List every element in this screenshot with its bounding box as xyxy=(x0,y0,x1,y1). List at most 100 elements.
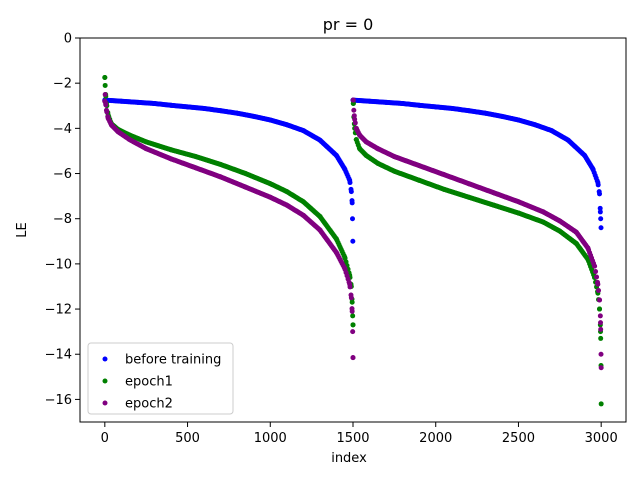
series-3 xyxy=(102,91,604,371)
data-point xyxy=(597,209,603,215)
data-point xyxy=(317,137,323,143)
data-point xyxy=(391,168,397,174)
x-tick-label: 2000 xyxy=(419,431,452,446)
data-point xyxy=(317,213,323,219)
data-point xyxy=(532,122,538,128)
data-point xyxy=(143,139,149,145)
data-point xyxy=(348,295,354,301)
data-point xyxy=(127,137,133,143)
data-point xyxy=(353,137,359,143)
data-point xyxy=(342,166,348,172)
y-tick-label: −16 xyxy=(45,393,72,408)
data-point xyxy=(102,91,108,97)
x-axis-label: index xyxy=(331,451,367,466)
data-point xyxy=(357,146,363,152)
x-tick-label: 1000 xyxy=(254,431,287,446)
data-point xyxy=(557,228,563,234)
data-point xyxy=(593,269,599,275)
data-point xyxy=(363,139,369,145)
data-point xyxy=(597,191,603,197)
data-point xyxy=(598,401,604,407)
data-point xyxy=(515,117,521,123)
data-point xyxy=(342,265,348,271)
data-point xyxy=(201,105,207,111)
data-point xyxy=(433,104,439,110)
data-point xyxy=(540,209,546,215)
data-point xyxy=(350,322,356,328)
data-point xyxy=(103,107,109,113)
data-point xyxy=(185,104,191,110)
data-point xyxy=(267,194,273,200)
y-tick-label: −4 xyxy=(53,122,72,137)
legend-box xyxy=(87,342,234,415)
data-point xyxy=(499,113,505,119)
data-point xyxy=(565,137,571,143)
data-point xyxy=(284,202,290,208)
data-point xyxy=(115,129,121,135)
data-point xyxy=(441,186,447,192)
data-point xyxy=(193,154,199,160)
data-point xyxy=(350,355,356,361)
data-point xyxy=(349,308,355,314)
x-tick-label: 0 xyxy=(101,431,109,446)
data-point xyxy=(363,152,369,158)
data-point xyxy=(557,218,563,224)
data-point xyxy=(102,82,108,88)
data-point xyxy=(350,216,355,222)
data-point xyxy=(491,190,497,196)
x-tick-label: 500 xyxy=(175,431,200,446)
data-point xyxy=(594,274,600,280)
plot-area xyxy=(102,75,604,407)
data-point xyxy=(598,335,604,341)
data-point xyxy=(375,160,381,166)
data-point xyxy=(350,97,356,103)
x-tick-label: 3000 xyxy=(585,431,618,446)
data-point xyxy=(284,122,290,128)
data-point xyxy=(350,313,356,319)
data-point xyxy=(251,113,257,119)
data-point xyxy=(597,313,603,319)
data-point xyxy=(168,156,174,162)
data-point xyxy=(168,147,174,153)
data-point xyxy=(333,250,339,256)
data-point xyxy=(585,245,591,251)
data-point xyxy=(573,229,579,235)
data-point xyxy=(300,128,306,134)
legend-label: before training xyxy=(125,353,221,368)
data-point xyxy=(441,172,447,178)
data-point xyxy=(391,154,397,160)
data-point xyxy=(347,177,353,183)
data-point xyxy=(353,125,359,131)
data-point xyxy=(598,216,604,222)
data-point xyxy=(383,99,389,105)
y-axis: 0 −2 −4 −6 −8 −10 −12 −14 −16 xyxy=(45,32,80,408)
data-point xyxy=(592,263,598,269)
data-point xyxy=(540,219,546,225)
legend: before training epoch1 epoch2 xyxy=(87,342,234,415)
y-tick-label: −12 xyxy=(45,303,72,318)
chart-title: pr = 0 xyxy=(323,15,374,34)
data-point xyxy=(108,122,114,128)
data-point xyxy=(242,184,248,190)
y-tick-label: −2 xyxy=(53,77,72,92)
data-point xyxy=(118,98,124,104)
data-point xyxy=(598,365,604,371)
data-point xyxy=(218,174,224,180)
data-point xyxy=(357,132,363,138)
data-point xyxy=(597,306,603,312)
data-point xyxy=(598,351,604,357)
data-point xyxy=(351,107,357,113)
legend-marker xyxy=(102,356,108,362)
data-point xyxy=(193,165,199,171)
legend-marker xyxy=(102,400,108,406)
y-tick-label: −10 xyxy=(45,257,72,272)
data-point xyxy=(168,102,174,108)
data-point xyxy=(284,189,290,195)
data-point xyxy=(242,171,248,177)
data-point xyxy=(590,166,596,172)
data-point xyxy=(267,117,273,123)
data-point xyxy=(105,115,111,121)
data-point xyxy=(102,75,108,81)
data-point xyxy=(143,146,149,152)
